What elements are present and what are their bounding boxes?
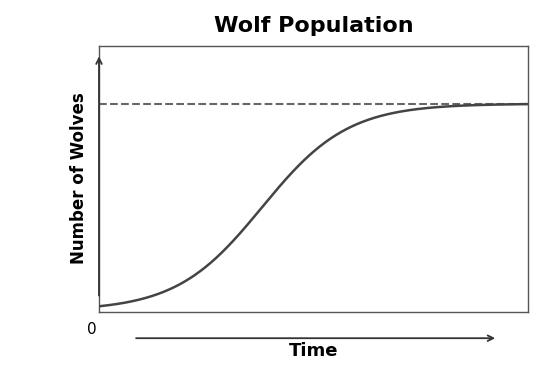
X-axis label: Time: Time [289, 342, 338, 360]
Text: 0: 0 [87, 322, 97, 337]
Y-axis label: Number of Wolves: Number of Wolves [70, 93, 88, 264]
Title: Wolf Population: Wolf Population [214, 16, 413, 36]
